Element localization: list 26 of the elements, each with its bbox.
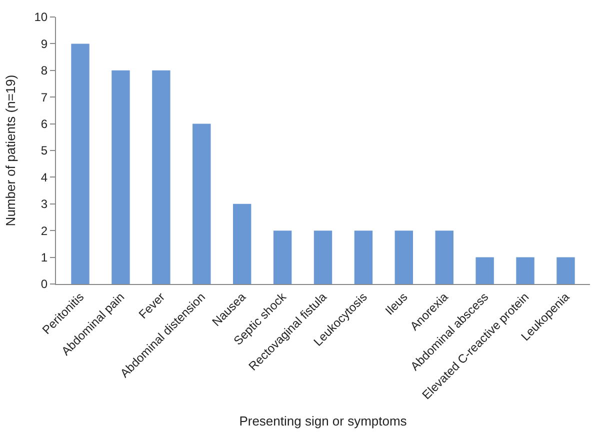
- y-tick-label: 9: [40, 36, 48, 51]
- y-tick-label: 5: [40, 144, 48, 158]
- bar: [71, 44, 90, 284]
- y-tick-label: 0: [40, 277, 48, 292]
- x-axis-title: Presenting sign or symptoms: [239, 414, 408, 429]
- bar: [112, 70, 130, 284]
- bar: [394, 230, 414, 284]
- y-tick-label: 8: [40, 64, 48, 78]
- bar: [232, 204, 252, 284]
- bar: [354, 230, 373, 284]
- y-tick-label: 2: [40, 224, 48, 238]
- y-tick-label: 1: [40, 250, 48, 264]
- bar: [476, 257, 494, 284]
- bar: [556, 257, 575, 284]
- y-tick-label: 10: [34, 10, 48, 24]
- bar: [516, 257, 534, 284]
- bar: [152, 70, 170, 284]
- bar: [192, 124, 211, 284]
- y-axis-title: Number of patients (n=19): [3, 74, 18, 226]
- y-tick-label: 4: [40, 170, 48, 184]
- bar: [435, 230, 454, 284]
- bar: [273, 230, 292, 284]
- y-tick-label: 3: [40, 197, 48, 212]
- bar: [314, 230, 332, 284]
- y-tick-label: 6: [40, 117, 48, 131]
- y-tick-label: 7: [40, 90, 48, 104]
